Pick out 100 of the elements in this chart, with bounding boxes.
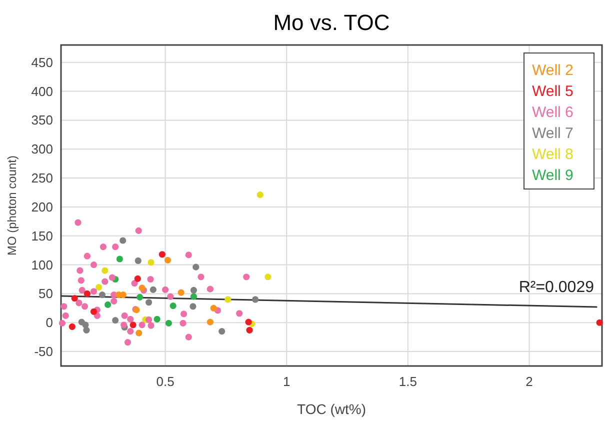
point xyxy=(74,219,82,226)
point xyxy=(98,292,106,298)
point xyxy=(198,274,204,280)
y-tick-label: 100 xyxy=(31,257,53,272)
point xyxy=(68,323,76,330)
point xyxy=(180,320,186,326)
point xyxy=(224,296,232,303)
text: Well 2 xyxy=(532,62,574,79)
point xyxy=(102,278,108,285)
point xyxy=(127,316,134,322)
point xyxy=(147,276,154,283)
point xyxy=(243,274,250,280)
point xyxy=(62,312,69,319)
point xyxy=(60,303,68,310)
point xyxy=(71,295,78,302)
point xyxy=(178,289,184,296)
y-tick-label: 400 xyxy=(31,84,53,99)
point xyxy=(76,300,82,306)
point xyxy=(108,274,116,281)
point xyxy=(83,326,90,334)
point xyxy=(81,303,88,310)
x-tick-label: 0.5 xyxy=(156,374,174,389)
point xyxy=(120,322,128,328)
point xyxy=(131,280,138,287)
text: Well 8 xyxy=(532,146,574,163)
point xyxy=(146,316,152,324)
point xyxy=(135,227,142,234)
point xyxy=(138,284,146,292)
y-axis-title: MO (photon count) xyxy=(5,155,19,256)
x-tick-label: 1 xyxy=(283,374,290,389)
point xyxy=(256,192,264,198)
point xyxy=(148,322,154,329)
point xyxy=(124,338,132,346)
chart-title: Mo vs. TOC xyxy=(273,10,390,35)
y-tick-label: -50 xyxy=(34,344,53,360)
point xyxy=(150,286,156,293)
point xyxy=(120,292,126,298)
y-tick-label: 200 xyxy=(31,199,53,214)
x-tick-label: 2 xyxy=(526,374,533,389)
point xyxy=(167,293,174,300)
x-tick-label: 1.5 xyxy=(398,374,417,389)
y-tick-label: 350 xyxy=(31,112,53,128)
point xyxy=(90,288,98,295)
point xyxy=(110,298,118,305)
point xyxy=(94,312,100,319)
point xyxy=(100,244,107,250)
point xyxy=(165,320,172,326)
point xyxy=(104,301,112,308)
point xyxy=(185,252,192,258)
point xyxy=(190,303,196,310)
point xyxy=(134,257,142,264)
point xyxy=(102,267,108,274)
text: Well 7 xyxy=(532,125,574,142)
point xyxy=(146,299,152,306)
y-tick-label: 250 xyxy=(31,170,53,186)
x-axis-title: TOC (wt%) xyxy=(297,401,366,417)
text: Well 9 xyxy=(532,167,574,184)
point xyxy=(180,310,188,318)
point xyxy=(164,256,172,264)
point xyxy=(210,304,217,312)
y-tick-label: 150 xyxy=(31,228,53,244)
point xyxy=(134,275,141,282)
point xyxy=(127,328,134,335)
point xyxy=(138,322,146,328)
point xyxy=(116,256,124,262)
point xyxy=(245,318,252,326)
y-tick-label: 450 xyxy=(31,54,53,70)
point xyxy=(190,293,198,300)
point xyxy=(170,302,176,310)
point xyxy=(236,310,243,317)
text: Well 5 xyxy=(532,83,574,100)
point xyxy=(192,264,200,270)
point xyxy=(264,274,272,280)
point xyxy=(112,244,119,250)
point xyxy=(84,252,90,260)
point xyxy=(58,320,66,326)
point xyxy=(90,308,98,315)
y-tick-label: 0 xyxy=(46,315,53,330)
point xyxy=(596,319,603,326)
point xyxy=(218,328,226,335)
point xyxy=(136,294,144,300)
point xyxy=(154,316,160,322)
point xyxy=(252,296,259,303)
point xyxy=(78,277,84,284)
point xyxy=(190,286,198,294)
annotation: R²=0.0029 xyxy=(518,279,594,296)
point xyxy=(206,286,214,292)
point xyxy=(78,286,86,294)
point xyxy=(120,237,126,244)
point xyxy=(121,312,128,319)
point xyxy=(96,284,102,291)
point xyxy=(136,330,142,336)
point xyxy=(185,334,192,340)
point xyxy=(158,251,166,258)
y-tick-label: 50 xyxy=(38,286,53,302)
point xyxy=(76,267,84,274)
point xyxy=(130,322,136,328)
y-tick-label: 300 xyxy=(31,142,53,157)
point xyxy=(162,286,169,293)
text: Well 6 xyxy=(532,104,574,121)
